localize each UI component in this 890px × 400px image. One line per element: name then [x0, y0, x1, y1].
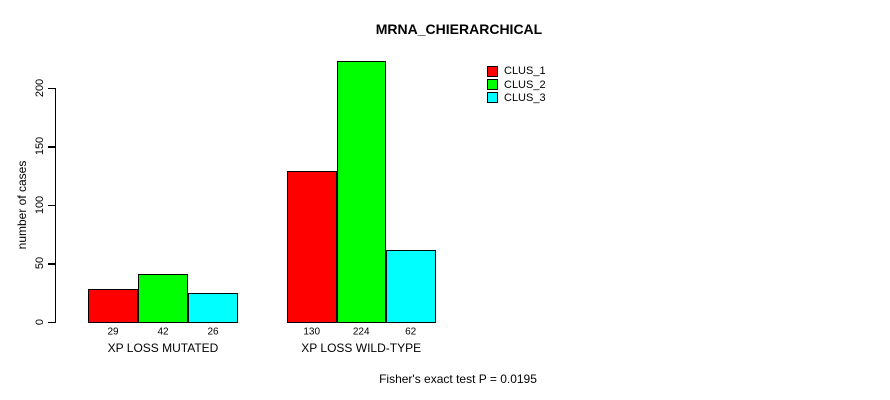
y-axis-tick	[48, 204, 56, 207]
y-axis-tick	[48, 146, 56, 148]
legend-item-clus3: CLUS_3	[487, 91, 546, 104]
bar-clus1-xp-loss-mutated	[88, 289, 138, 323]
y-axis-tick-label: 0	[34, 318, 46, 326]
bar-clus2-xp-loss-wild-type	[336, 60, 386, 323]
y-axis-tick-label: 200	[34, 78, 46, 97]
y-axis-tick-label: 100	[34, 195, 46, 214]
legend-item-clus2: CLUS_2	[487, 78, 546, 91]
y-axis-title: number of cases	[15, 160, 29, 250]
bar-clus1-xp-loss-wild-type	[287, 170, 337, 323]
bar-value-label: 26	[207, 326, 219, 338]
y-axis-tick	[48, 87, 56, 89]
x-group-label-wild-type: XP LOSS WILD-TYPE	[301, 340, 422, 355]
y-axis-tick	[48, 263, 56, 265]
bar-value-label: 224	[352, 326, 370, 338]
legend-item-clus1: CLUS_1	[487, 65, 546, 78]
y-axis-line	[55, 87, 57, 322]
y-axis-tick-label: 150	[34, 137, 46, 156]
legend: CLUS_1 CLUS_2 CLUS_3	[487, 65, 546, 105]
bar-clus3-xp-loss-wild-type	[386, 250, 436, 323]
bar-value-label: 42	[157, 326, 169, 338]
y-axis-tick	[48, 322, 56, 324]
bar-clus2-xp-loss-mutated	[138, 273, 188, 323]
chart-title: MRNA_CHIERARCHICAL	[375, 21, 543, 37]
x-group-label-mutated: XP LOSS MUTATED	[107, 340, 219, 355]
legend-swatch-clus2	[487, 79, 498, 91]
bar-value-label: 29	[107, 326, 119, 338]
y-axis-tick-label: 50	[34, 257, 46, 270]
bar-value-label: 130	[303, 326, 321, 338]
legend-swatch-clus3	[487, 92, 498, 104]
legend-swatch-clus1	[487, 65, 498, 77]
legend-item-label: CLUS_3	[504, 91, 546, 104]
legend-item-label: CLUS_1	[504, 65, 546, 78]
bar-clus3-xp-loss-mutated	[188, 292, 238, 323]
legend-item-label: CLUS_2	[504, 78, 546, 91]
fisher-test-annotation: Fisher's exact test P = 0.0195	[379, 371, 537, 386]
bar-value-label: 62	[405, 326, 417, 338]
